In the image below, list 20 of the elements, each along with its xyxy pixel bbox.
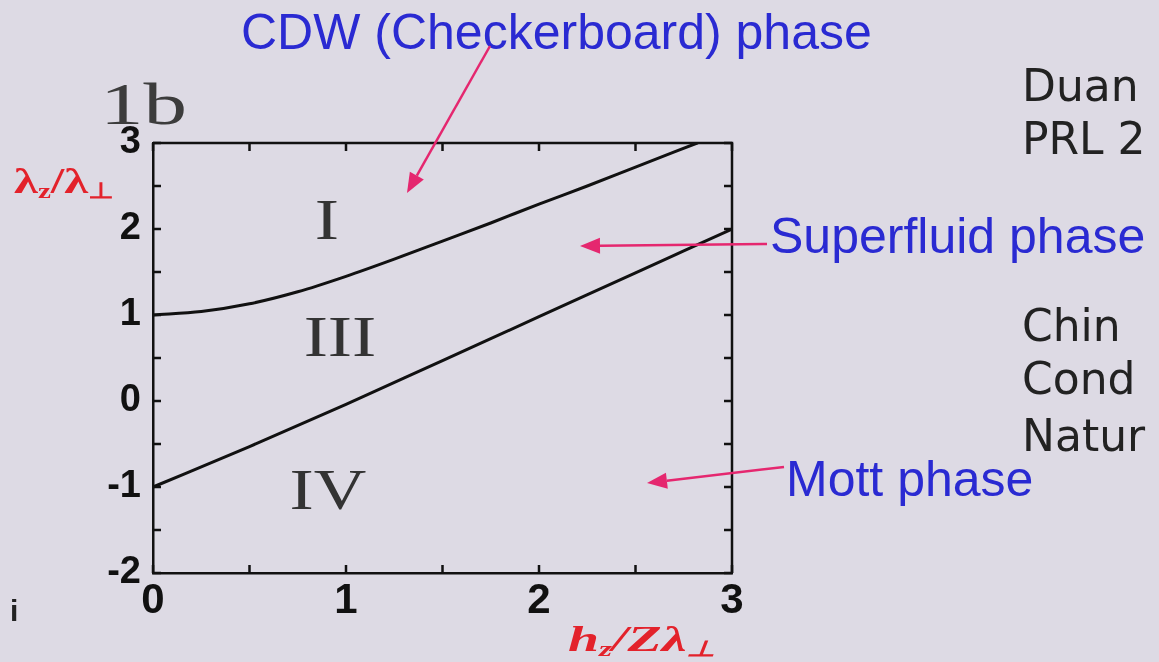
y-tick-label: 1: [119, 291, 141, 334]
text: Duan: [1022, 60, 1139, 111]
x-tick-label: 3: [720, 574, 744, 622]
y-axis-title: λ$_{z}$/λ$_{⊥}$: [14, 160, 114, 205]
annotation: III: [303, 305, 377, 369]
text: Cond: [1022, 353, 1136, 404]
x-tick-label: 2: [527, 574, 551, 622]
y-tick-label: -1: [107, 463, 141, 506]
text: i: [10, 594, 19, 628]
y-tick-label: 0: [119, 377, 141, 420]
x-axis-title: h$_{z}$/Zλ$_{⊥}$: [568, 618, 716, 662]
text: Chin: [1022, 300, 1121, 351]
y-tick-label: 2: [119, 205, 141, 248]
annotation: IV: [289, 458, 367, 522]
annotation: I: [314, 188, 340, 252]
y-tick-label: -2: [107, 549, 141, 592]
text: PRL 2: [1022, 113, 1146, 164]
text: CDW (Checkerboard) phase: [241, 3, 872, 61]
x-tick-label: 1: [334, 574, 358, 622]
text: Superfluid phase: [770, 207, 1146, 265]
